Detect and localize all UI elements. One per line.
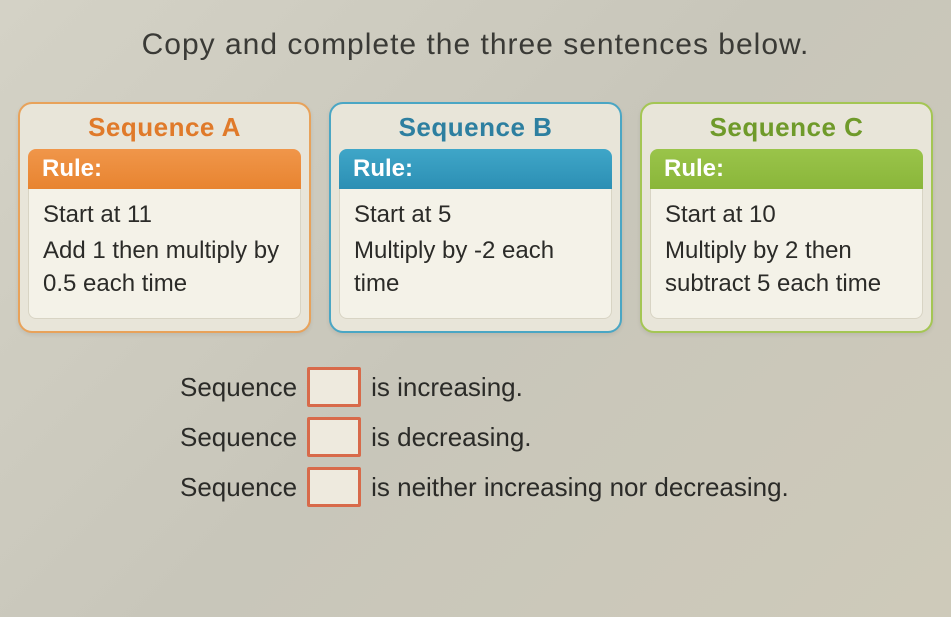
sentence-2-blank[interactable] xyxy=(307,417,361,457)
card-b-title: Sequence B xyxy=(331,104,620,149)
card-a-rule-body: Start at 11 Add 1 then multiply by 0.5 e… xyxy=(28,189,301,319)
sequence-card-c: Sequence C Rule: Start at 10 Multiply by… xyxy=(640,102,933,333)
sentences-block: Sequence is increasing. Sequence is decr… xyxy=(0,367,951,507)
card-b-rule-label: Rule: xyxy=(339,149,612,189)
instruction-text: Copy and complete the three sentences be… xyxy=(0,0,951,72)
sentence-row-3: Sequence is neither increasing nor decre… xyxy=(180,467,951,507)
sequence-card-b: Sequence B Rule: Start at 5 Multiply by … xyxy=(329,102,622,333)
card-b-rule-body: Start at 5 Multiply by -2 each time xyxy=(339,189,612,319)
sentence-row-1: Sequence is increasing. xyxy=(180,367,951,407)
card-c-line2: Multiply by 2 then subtract 5 each time xyxy=(665,235,908,300)
cards-row: Sequence A Rule: Start at 11 Add 1 then … xyxy=(0,72,951,343)
card-b-line2: Multiply by -2 each time xyxy=(354,235,597,300)
sentence-row-2: Sequence is decreasing. xyxy=(180,417,951,457)
sentence-1-blank[interactable] xyxy=(307,367,361,407)
card-a-title: Sequence A xyxy=(20,104,309,149)
sentence-1-suffix: is increasing. xyxy=(371,372,523,403)
sentence-2-prefix: Sequence xyxy=(180,422,297,453)
card-c-title: Sequence C xyxy=(642,104,931,149)
sentence-3-prefix: Sequence xyxy=(180,472,297,503)
sequence-card-a: Sequence A Rule: Start at 11 Add 1 then … xyxy=(18,102,311,333)
card-c-rule-body: Start at 10 Multiply by 2 then subtract … xyxy=(650,189,923,319)
sentence-3-suffix: is neither increasing nor decreasing. xyxy=(371,472,789,503)
card-c-line1: Start at 10 xyxy=(665,199,908,231)
card-c-rule-label: Rule: xyxy=(650,149,923,189)
card-b-line1: Start at 5 xyxy=(354,199,597,231)
sentence-2-suffix: is decreasing. xyxy=(371,422,531,453)
card-a-line2: Add 1 then multiply by 0.5 each time xyxy=(43,235,286,300)
sentence-3-blank[interactable] xyxy=(307,467,361,507)
card-a-rule-label: Rule: xyxy=(28,149,301,189)
card-a-line1: Start at 11 xyxy=(43,199,286,231)
sentence-1-prefix: Sequence xyxy=(180,372,297,403)
